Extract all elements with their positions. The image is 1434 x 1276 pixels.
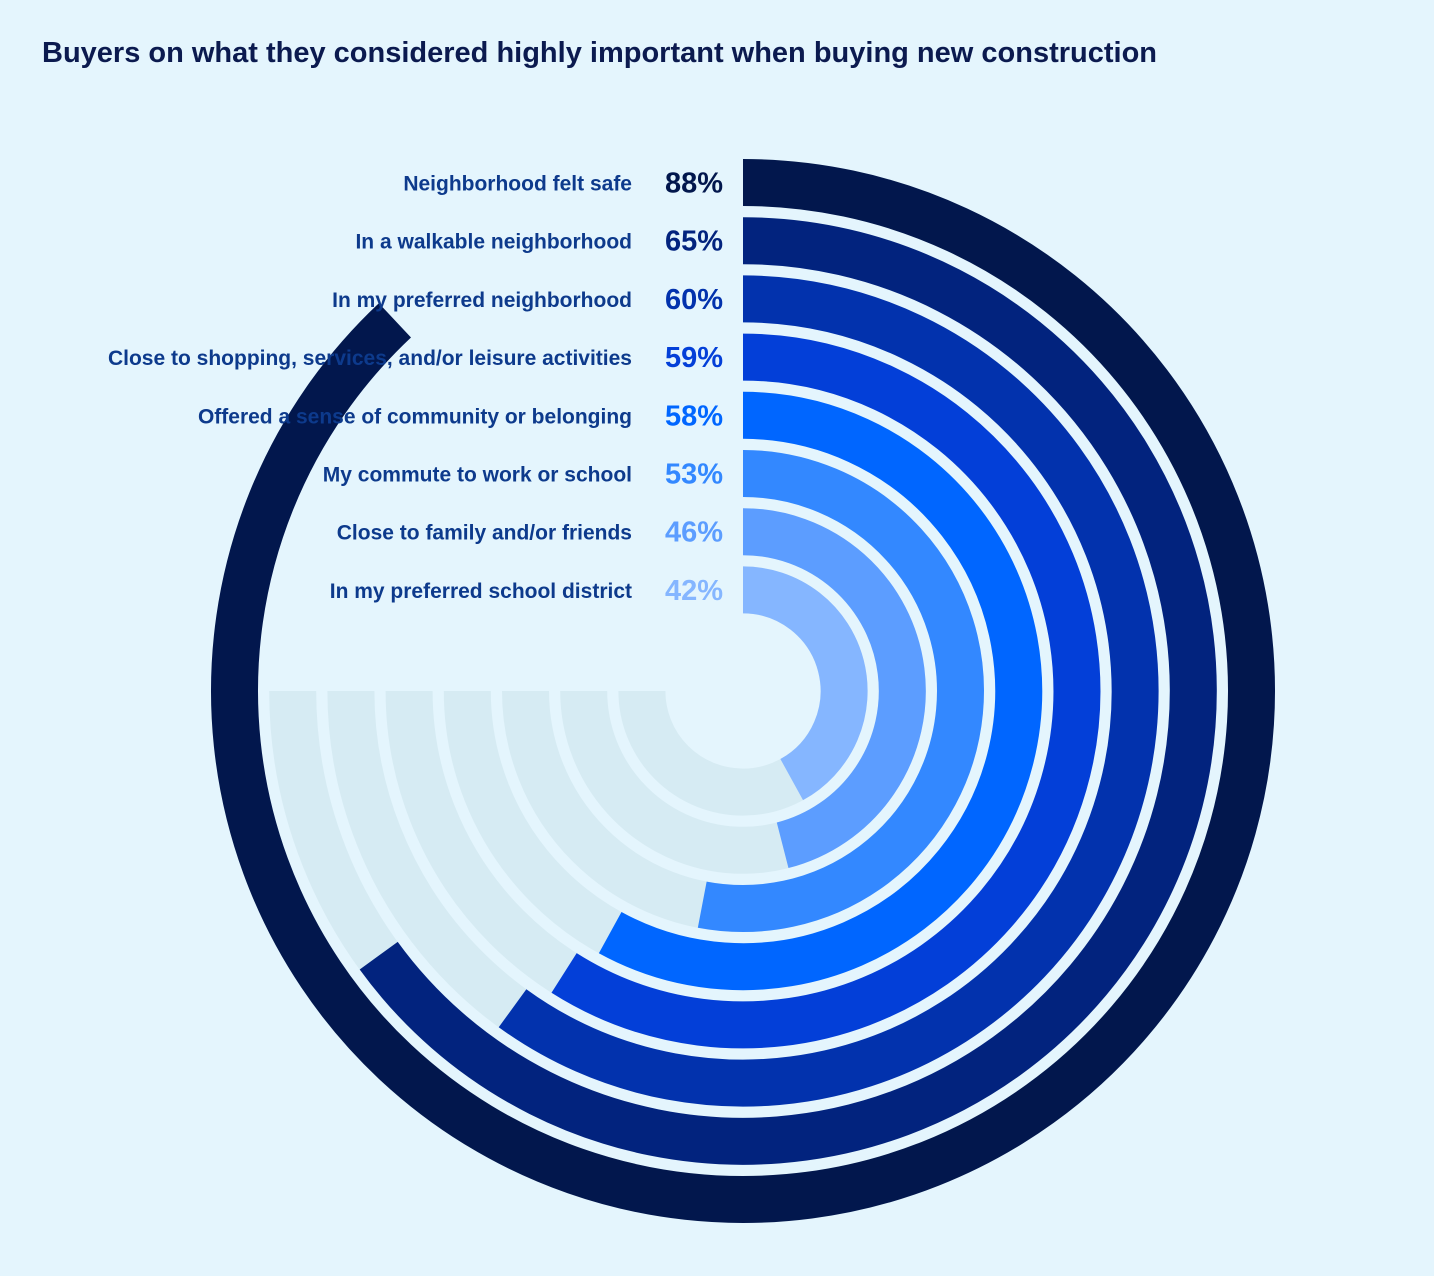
value-arc [211,159,1275,1223]
value-arcs [211,159,1275,1223]
category-label: Close to shopping, services, and/or leis… [108,347,632,370]
value-label: 58% [665,400,723,432]
category-label: Neighborhood felt safe [403,173,632,196]
value-label: 53% [665,459,723,491]
category-labels: 88% Neighborhood felt safe 65% In a walkabl… [108,168,723,607]
value-arc [697,450,984,932]
value-label: 42% [665,575,723,607]
value-arc [551,333,1101,1049]
category-label: In my preferred school district [330,580,632,603]
value-label: 60% [665,284,723,316]
value-arc [498,275,1159,1107]
category-label: In my preferred neighborhood [332,289,632,312]
value-arc [359,217,1217,1165]
value-label: 59% [665,342,723,374]
value-arc [742,566,868,801]
value-arc [598,391,1043,991]
value-arc [742,508,926,869]
value-label: 65% [665,226,723,258]
value-label: 46% [665,517,723,549]
category-label: My commute to work or school [323,464,632,487]
category-label: Close to family and/or friends [337,522,632,545]
value-label: 88% [665,168,723,200]
chart-title: Buyers on what they considered highly im… [42,37,1157,69]
category-label: Offered a sense of community or belongin… [198,405,632,428]
category-label: In a walkable neighborhood [355,231,632,254]
